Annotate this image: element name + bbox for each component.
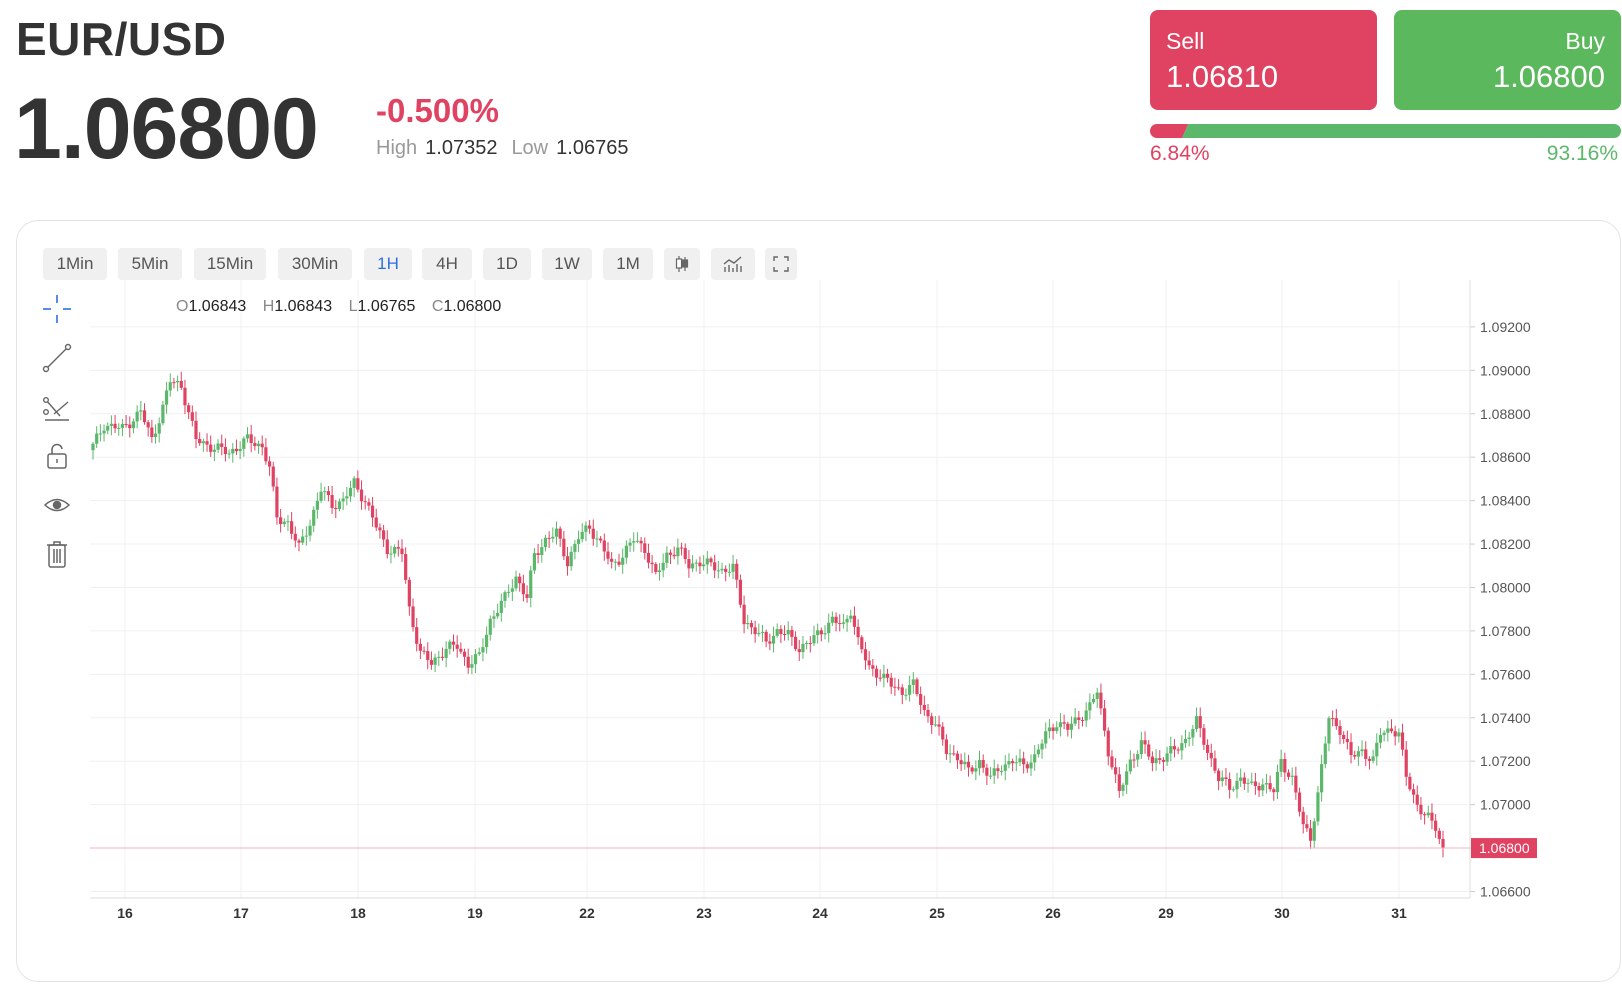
interval-1m-button[interactable]: 1M [603, 248, 653, 280]
crosshair-icon[interactable] [42, 294, 72, 324]
eye-icon[interactable] [42, 490, 72, 520]
interval-4h-button[interactable]: 4H [422, 248, 472, 280]
high-value: 1.07352 [425, 137, 498, 159]
sentiment-bar [1150, 124, 1621, 138]
buy-button[interactable]: Buy 1.06800 [1394, 10, 1621, 110]
buy-sentiment-percent: 93.16% [1546, 142, 1618, 165]
buy-sentiment-fill [1182, 124, 1621, 138]
interval-1w-button[interactable]: 1W [542, 248, 592, 280]
sell-button[interactable]: Sell 1.06810 [1150, 10, 1377, 110]
indicators-button[interactable] [711, 248, 755, 280]
sell-sentiment-fill [1150, 124, 1188, 138]
fullscreen-icon [773, 256, 789, 272]
high-label: High [376, 137, 418, 159]
sell-label: Sell [1166, 28, 1205, 54]
low-label: Low [511, 137, 549, 159]
trash-icon[interactable] [42, 539, 72, 569]
chart-type-button[interactable] [664, 248, 700, 280]
candlestick-icon [675, 256, 689, 272]
interval-5min-button[interactable]: 5Min [118, 248, 182, 280]
price-change-percent: -0.500% [376, 92, 499, 129]
fib-tool-icon[interactable] [42, 392, 72, 422]
interval-1d-button[interactable]: 1D [483, 248, 531, 280]
buy-price: 1.06800 [1492, 59, 1605, 94]
pair-title: EUR/USD [16, 13, 227, 65]
interval-15min-button[interactable]: 15Min [194, 248, 266, 280]
buy-label: Buy [1565, 28, 1605, 54]
interval-30min-button[interactable]: 30Min [278, 248, 352, 280]
low-value: 1.06765 [556, 137, 629, 159]
trendline-icon[interactable] [42, 343, 72, 373]
sell-sentiment-percent: 6.84% [1150, 142, 1210, 165]
interval-1min-button[interactable]: 1Min [43, 248, 107, 280]
chart-card [16, 220, 1621, 982]
high-low-summary: High 1.07352 Low 1.06765 [376, 137, 642, 160]
fullscreen-button[interactable] [765, 248, 797, 280]
interval-1h-button[interactable]: 1H [364, 248, 412, 280]
chart-indicators-icon [723, 256, 742, 272]
lock-icon[interactable] [42, 441, 72, 471]
current-price: 1.06800 [14, 81, 319, 177]
sell-price: 1.06810 [1166, 59, 1279, 94]
